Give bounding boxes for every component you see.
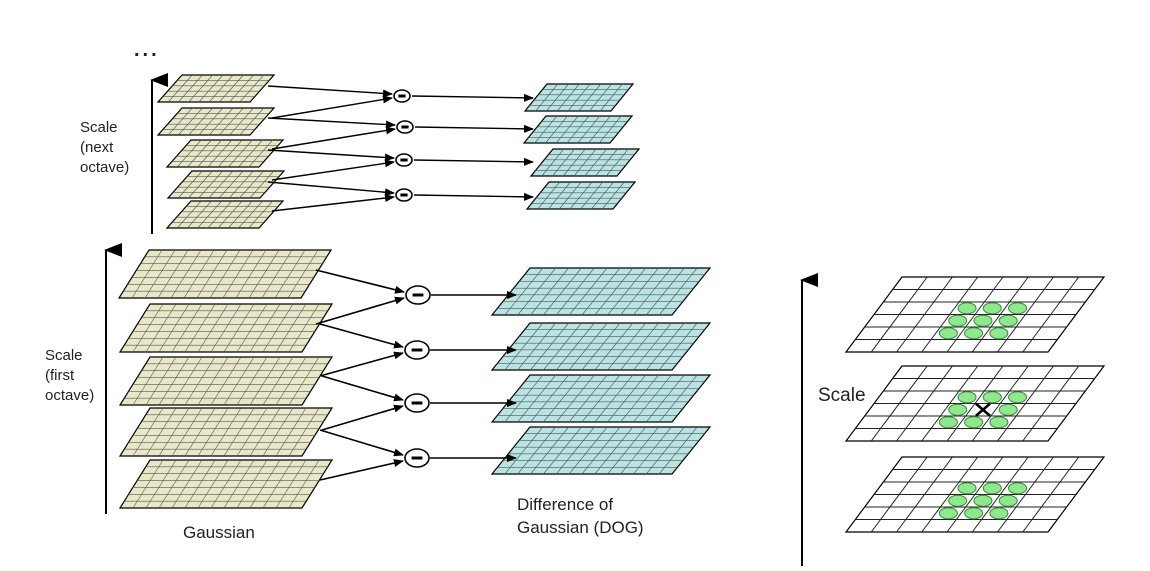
next-arrow-a-2 [267,117,396,129]
connector-arrows [267,85,534,481]
next-arrow-out-2 [414,124,534,133]
next-minus-node-4 [395,188,413,202]
scale-right-label: Scale [818,385,866,406]
next-gaussian-grid-5 [165,200,285,229]
first-minus-node-1 [405,285,431,305]
center-sample-marker [975,402,991,417]
next-arrow-b-1 [271,95,393,119]
neighbor-sample [982,482,1002,495]
next-gaussian-grid-2 [156,107,276,136]
first-gaussian-grid-1 [117,249,333,299]
neighbor-sample [938,327,958,340]
gaussian-label: Gaussian [183,523,255,542]
scale-first-label-2: (first [45,367,75,384]
grid-layers [117,74,712,509]
first-arrow-b-4 [319,459,404,481]
next-dog-grid-1 [523,83,635,112]
neighbor-sample [982,391,1002,404]
neighbor-cells-1 [938,302,1028,340]
extrema-detection [844,276,1106,533]
next-minus-node-3 [395,153,413,167]
ellipsis-label: ... [134,39,160,61]
neighbor-cells-2 [938,391,1028,429]
next-minus-node-2 [396,120,414,134]
neighbor-sample [948,314,968,327]
neighbor-sample [989,507,1009,520]
first-dog-grid-2 [490,322,712,371]
neighbor-cells-3 [938,482,1028,520]
neighbor-sample [948,494,968,507]
first-arrow-a-4 [319,429,404,457]
first-arrow-b-3 [321,404,404,431]
next-minus-node-1 [393,89,411,103]
dog-label-1: Difference of [517,495,613,514]
neighbor-sample [964,507,984,520]
first-arrow-a-3 [321,375,404,402]
neighbor-sample [957,391,977,404]
next-arrow-a-1 [267,85,393,98]
neighbor-sample [1008,302,1028,315]
next-gaussian-grid-3 [165,139,285,168]
scale-first-label-3: octave) [45,387,94,404]
next-arrow-out-4 [413,192,534,201]
subtraction-nodes [393,89,431,468]
first-arrow-a-2 [319,323,404,349]
first-dog-grid-3 [490,374,712,423]
first-dog-grid-1 [490,267,712,316]
next-dog-grid-2 [522,115,634,144]
next-arrow-out-3 [413,157,534,166]
scale-next-label-3: octave) [80,159,129,176]
first-arrow-b-2 [319,351,404,377]
first-gaussian-grid-2 [118,303,334,353]
neighbor-sample [948,403,968,416]
dog-label-2: Gaussian (DOG) [517,518,644,537]
neighbor-sample [982,302,1002,315]
next-dog-grid-3 [529,148,641,177]
neighbor-sample [998,314,1018,327]
neighbor-sample [989,327,1009,340]
next-arrow-a-4 [267,181,395,197]
scale-next-label-2: (next [80,139,114,156]
neighbor-sample [957,482,977,495]
first-gaussian-grid-4 [118,407,334,457]
first-gaussian-grid-3 [118,356,334,406]
neighbor-sample [964,416,984,429]
extrema-grid-2 [844,365,1106,442]
first-gaussian-grid-5 [118,459,334,509]
extrema-grid-1 [844,276,1106,353]
neighbor-sample [1008,482,1028,495]
first-minus-node-4 [404,448,430,468]
neighbor-sample [964,327,984,340]
next-gaussian-grid-4 [166,170,286,199]
next-arrow-out-1 [411,93,534,102]
scale-first-label-1: Scale [45,347,83,364]
first-minus-node-3 [404,393,430,413]
neighbor-sample [973,314,993,327]
neighbor-sample [1008,391,1028,404]
next-gaussian-grid-1 [156,74,276,103]
neighbor-sample [938,416,958,429]
neighbor-sample [973,494,993,507]
first-minus-node-2 [404,340,430,360]
next-arrow-b-4 [271,194,395,212]
next-arrow-b-2 [271,126,396,150]
next-dog-grid-4 [525,181,637,210]
scale-next-label-1: Scale [80,119,118,136]
neighbor-sample [957,302,977,315]
next-arrow-b-3 [271,159,395,181]
first-arrow-a-1 [315,269,405,294]
first-dog-grid-4 [490,426,712,475]
neighbor-sample [989,416,1009,429]
extrema-grid-3 [844,456,1106,533]
neighbor-sample [998,494,1018,507]
neighbor-sample [998,403,1018,416]
neighbor-sample [938,507,958,520]
next-arrow-a-3 [267,149,395,162]
first-arrow-b-1 [315,296,405,325]
